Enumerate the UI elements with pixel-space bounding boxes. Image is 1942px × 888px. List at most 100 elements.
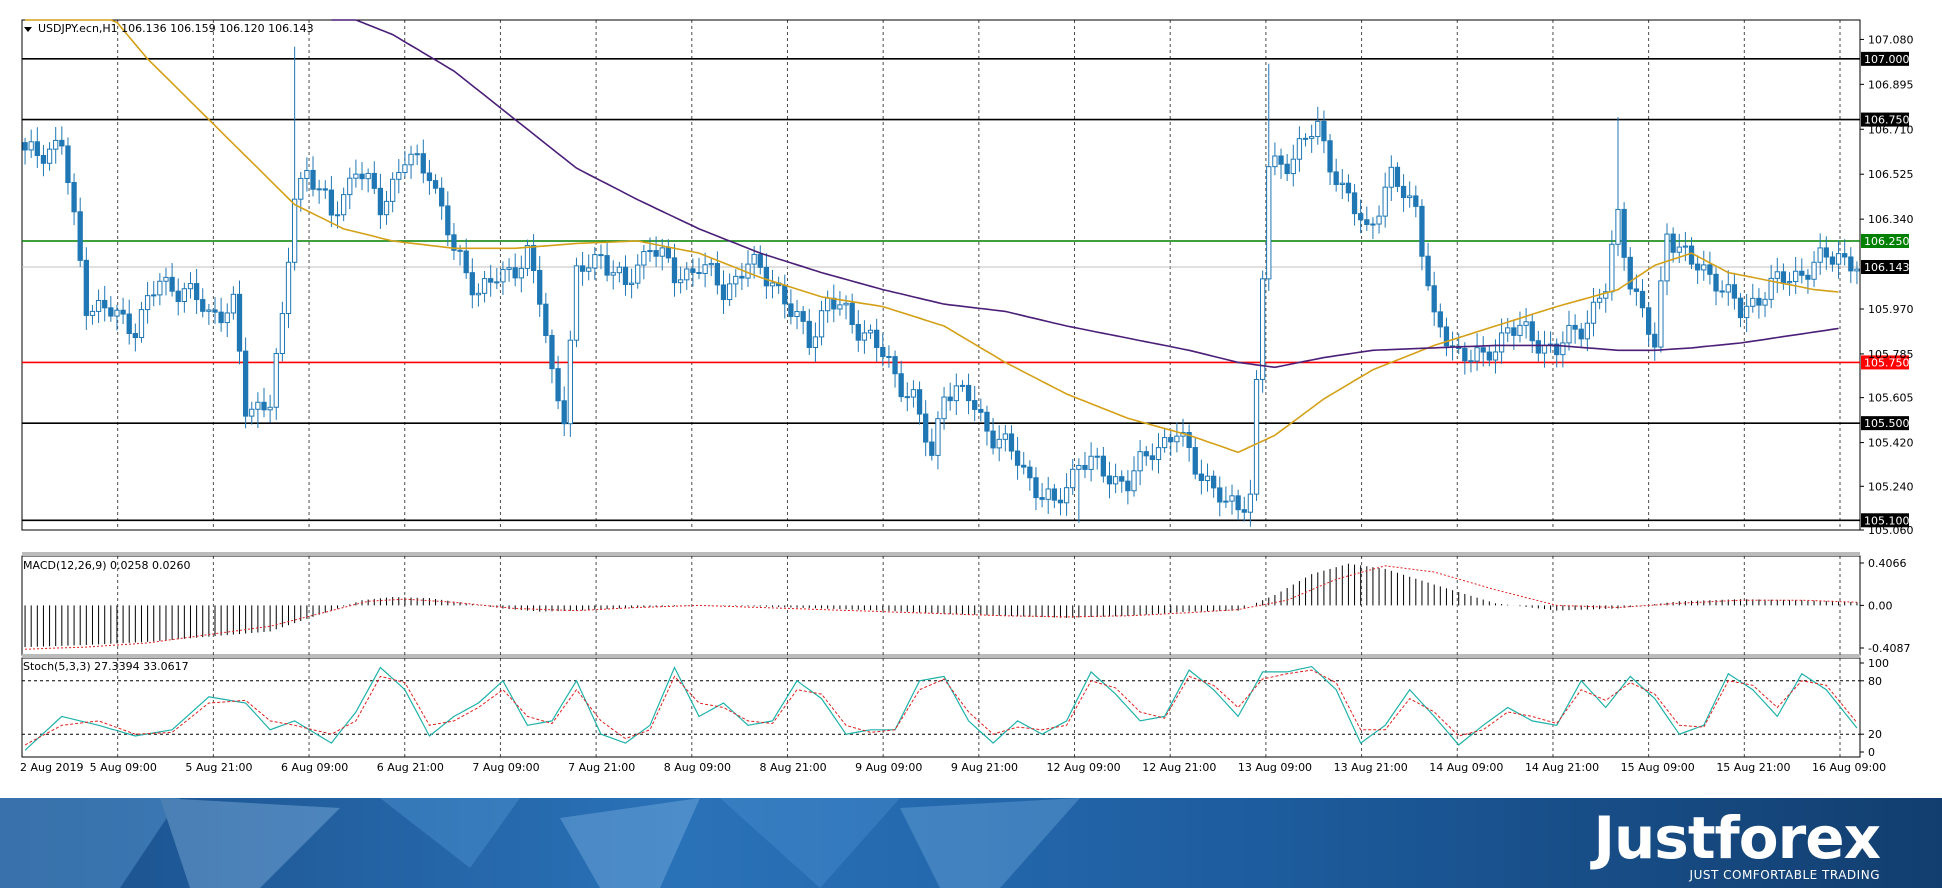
panel-separator <box>22 552 1860 556</box>
candle-bear <box>40 155 47 164</box>
candle-bull <box>1339 182 1345 185</box>
candle-bull <box>1768 277 1774 300</box>
candle-bull <box>567 339 573 425</box>
stoch-panel-frame <box>21 657 1861 758</box>
candle-bull <box>298 177 304 200</box>
time-tick-label: 5 Aug 09:00 <box>90 761 157 774</box>
candle-bull <box>1174 435 1180 443</box>
candle-bull <box>390 178 396 202</box>
candle-bull <box>825 297 831 312</box>
collapse-arrow-icon[interactable] <box>24 27 32 32</box>
candle-bear <box>990 430 996 449</box>
candle-bull <box>157 280 163 296</box>
price-tick-label: 105.970 <box>1868 303 1914 316</box>
candle-bull <box>1517 324 1523 336</box>
candle-bear <box>1400 185 1407 199</box>
candle-bull <box>1498 332 1505 353</box>
candle-bull <box>726 283 733 301</box>
candle-bear <box>1192 447 1198 475</box>
candle-bear <box>1652 333 1658 348</box>
candle-bear <box>898 373 904 398</box>
level-tag <box>1861 416 1909 431</box>
candle-bear <box>1529 321 1535 342</box>
candle-bear <box>665 247 672 259</box>
candle-bear <box>892 356 898 375</box>
candle-bear <box>1480 347 1486 353</box>
candle-bull <box>1835 253 1842 265</box>
candle-bull <box>1664 233 1670 282</box>
candle-bull <box>628 282 635 285</box>
candle-bear <box>1364 219 1370 225</box>
price-tick-label: 105.060 <box>1868 524 1914 537</box>
candle-bear <box>555 368 561 402</box>
brand-logo[interactable]: Justforex <box>1593 804 1881 872</box>
candle-bull <box>89 310 96 316</box>
candle-bear <box>1186 432 1192 449</box>
level-tag <box>1861 112 1909 127</box>
candle-bear <box>720 284 727 301</box>
candle-bull <box>959 384 966 387</box>
time-tick-label: 5 Aug 21:00 <box>185 761 252 774</box>
candle-bull <box>708 263 714 266</box>
candle-bear <box>1419 205 1425 257</box>
candle-bull <box>1088 455 1094 470</box>
candle-bull <box>751 253 757 265</box>
decorative-shards-icon <box>0 798 1080 888</box>
candle-bull <box>334 214 341 217</box>
candle-bear <box>65 145 71 184</box>
candle-bear <box>1051 488 1057 501</box>
candle-bear <box>671 257 678 284</box>
candle-bear <box>1321 120 1327 142</box>
candle-bear <box>1842 253 1848 258</box>
candle-bear <box>1008 433 1015 452</box>
moving-averages <box>25 19 1839 454</box>
candle-bull <box>28 141 34 151</box>
candle-bull <box>1811 261 1817 280</box>
candle-bull <box>635 264 641 284</box>
moving-average-line <box>331 19 1839 369</box>
candle-bull <box>1247 493 1254 513</box>
candle-bear <box>1431 285 1437 313</box>
candle-bull <box>138 309 145 339</box>
candle-bear <box>328 189 335 216</box>
candle-bull <box>812 336 819 348</box>
candle-bull <box>1204 475 1211 482</box>
candle-bull <box>910 389 917 398</box>
stochastic-panel: 100 80 20 0 <box>22 657 1889 759</box>
candle-bull <box>181 288 188 303</box>
candle-bear <box>653 250 659 257</box>
candle-bear <box>1707 264 1713 275</box>
candle-bull <box>659 247 665 257</box>
candle-bull <box>647 250 653 253</box>
candle-bull <box>1474 347 1480 362</box>
candle-bear <box>1125 480 1131 492</box>
candle-bull <box>1253 378 1260 495</box>
candle-bear <box>83 259 89 316</box>
macd-panel-frame <box>21 555 1861 656</box>
candle-bear <box>1829 256 1836 265</box>
candle-bull <box>1750 297 1756 307</box>
candle-bear <box>1143 451 1149 457</box>
candle-bear <box>880 346 886 357</box>
candle-bear <box>1168 437 1174 443</box>
candle-bear <box>1462 347 1468 362</box>
candle-bear <box>984 411 990 432</box>
candle-bull <box>151 294 157 297</box>
stoch-signal-line <box>24 669 1858 746</box>
candle-bear <box>886 355 892 358</box>
candle-bull <box>1002 433 1008 440</box>
candle-bear <box>1737 297 1744 319</box>
candle-bull <box>1309 136 1315 139</box>
candle-bull <box>1229 495 1235 502</box>
candle-bear <box>1627 256 1633 290</box>
candle-bull <box>843 302 849 306</box>
candle-bull <box>941 396 947 420</box>
candle-bull <box>996 438 1002 449</box>
price-axis: 107.080 106.895 106.710 106.525 106.340 105.9… <box>1860 33 1914 537</box>
candle-bear <box>849 302 855 325</box>
current-price-label: 106.143 <box>1864 261 1910 274</box>
candle-bull <box>46 148 53 164</box>
candle-bear <box>929 441 935 456</box>
candle-bear <box>1731 284 1738 299</box>
candle-bear <box>696 271 702 275</box>
